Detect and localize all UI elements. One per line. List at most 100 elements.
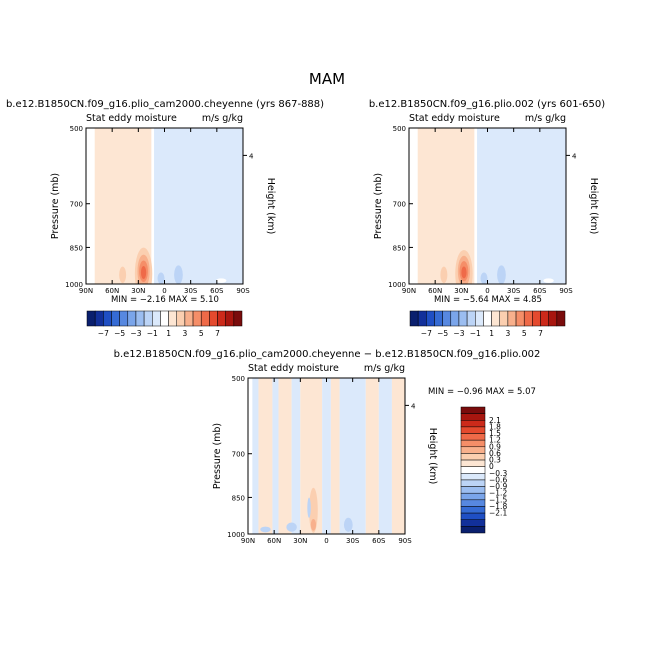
panel-1-stats: MIN = −2.16 MAX = 5.10 — [111, 295, 219, 305]
colorbar-top-2-swatch — [409, 310, 419, 327]
panel-1-contour — [157, 272, 165, 284]
panel-3-ytick-label: 500 — [232, 375, 245, 383]
panel-3-band — [378, 378, 392, 534]
colorbar-top-1-label: 7 — [215, 329, 220, 338]
panel-3-band — [339, 378, 366, 534]
colorbar-top-1-label: −1 — [147, 329, 158, 338]
panel-3-band — [258, 378, 273, 534]
panel-2-ytick-label: 700 — [393, 201, 406, 209]
panel-2-contour — [480, 272, 488, 284]
colorbar-diff-label: −0.9 — [489, 482, 507, 491]
panel-3-band — [291, 378, 301, 534]
panel-1-band — [86, 128, 95, 284]
colorbar-diff-swatch — [460, 473, 486, 481]
panel-1-contour — [140, 265, 147, 279]
colorbar-top-1-swatch — [176, 310, 186, 327]
colorbar-top-1-swatch — [184, 310, 194, 327]
colorbar-top-1-swatch — [209, 310, 218, 327]
panel-3-band — [391, 378, 405, 534]
colorbar-top-2-swatch — [475, 310, 484, 327]
panel-2-ylabel-right: Height (km) — [588, 178, 599, 235]
panel-2-xtick-label: 0 — [485, 287, 489, 295]
colorbar-diff-label: 0.3 — [489, 456, 501, 465]
colorbar-diff-label: −0.3 — [489, 469, 507, 478]
panel-2-band — [409, 128, 418, 284]
colorbar-diff-swatch — [460, 453, 486, 461]
colorbar-top-2-swatch — [458, 310, 468, 327]
panel-2-ytick-label: 500 — [393, 125, 406, 133]
panel-3-stats: MIN = −0.96 MAX = 5.07 — [428, 387, 536, 397]
panel-2-xtick-label: 30S — [507, 287, 521, 295]
colorbar-top-2-swatch — [515, 310, 525, 327]
panel-2-rtick-label: 4 — [572, 152, 577, 160]
panel-3-band — [365, 378, 379, 534]
panel-1-band — [154, 128, 243, 284]
panel-2-band — [474, 128, 478, 284]
panel-3-left-label: Stat eddy moisture — [248, 363, 339, 374]
colorbar-diff-swatch — [460, 420, 486, 428]
colorbar-top-1-swatch — [111, 310, 120, 327]
panel-1: b.e12.B1850CN.f09_g16.plio_cam2000.cheye… — [6, 99, 324, 305]
colorbar-top-1-label: 1 — [166, 329, 171, 338]
colorbar-top-1-swatch — [225, 310, 235, 327]
panel-1-ytick-label: 500 — [70, 125, 83, 133]
colorbar-top-2-swatch — [417, 310, 427, 327]
colorbar-top-1-swatch — [168, 310, 177, 327]
colorbar-top-2-swatch — [499, 310, 509, 327]
colorbar-top-1-swatch — [217, 310, 226, 327]
colorbar-diff-swatch — [460, 413, 486, 421]
panel-2-ylabel: Pressure (mb) — [373, 173, 384, 239]
panel-1-contour — [119, 266, 127, 284]
colorbar-top-2-swatch — [466, 310, 476, 327]
colorbar-top-2-swatch — [442, 310, 452, 327]
panel-3-band — [248, 378, 253, 534]
colorbar-top-2-label: 3 — [506, 329, 511, 338]
panel-2-field — [409, 128, 566, 284]
colorbar-top-2-swatch — [491, 310, 500, 327]
colorbar-diff-label: 0 — [489, 462, 494, 471]
panel-1-field — [86, 128, 243, 284]
panel-2-band — [477, 128, 566, 284]
colorbar-top-2-label: −3 — [453, 329, 464, 338]
colorbar-diff-swatch — [460, 486, 486, 494]
panel-2-xtick-label: 90N — [402, 287, 416, 295]
panel-3-ylabel-right: Height (km) — [427, 428, 438, 485]
panel-1-contour — [174, 265, 183, 284]
colorbar-diff-label: 1.5 — [489, 429, 501, 438]
colorbar-diff-label: 2.1 — [489, 416, 501, 425]
panel-1-xtick-label: 30N — [131, 287, 145, 295]
panel-1-ytick-label: 1000 — [65, 281, 83, 289]
panel-3-plot: 90N 60N 30N 0 30S 60S 90S 500 700 850 1000 4 — [227, 375, 416, 545]
panel-2-right-label: m/s g/kg — [525, 113, 566, 124]
panel-1-xtick-label: 90N — [79, 287, 93, 295]
colorbar-diff-swatch — [460, 433, 486, 441]
panel-3-xtick-label: 30N — [293, 537, 307, 545]
colorbar-top-2: −7 −5 −3 −1 1 3 5 7 — [409, 310, 566, 338]
panel-2-title: b.e12.B1850CN.f09_g16.plio.002 (yrs 601-… — [369, 99, 605, 110]
panel-2-left-label: Stat eddy moisture — [409, 113, 500, 124]
panel-3-xtick-label: 90S — [398, 537, 412, 545]
panel-3-field — [248, 378, 405, 534]
panel-2-xtick-label: 60S — [533, 287, 547, 295]
colorbar-top-1-swatch — [160, 310, 169, 327]
panel-1-band — [151, 128, 155, 284]
colorbar-diff-label: 0.6 — [489, 449, 501, 458]
colorbar-top-2-swatch — [556, 310, 566, 327]
colorbar-diff-label: −1.2 — [489, 489, 507, 498]
panel-1-xtick-label: 30S — [184, 287, 198, 295]
panel-3-contour — [286, 522, 297, 532]
colorbar-top-1-swatch — [200, 310, 210, 327]
panel-3-xtick-label: 60N — [267, 537, 281, 545]
colorbar-top-1-swatch — [127, 310, 137, 327]
colorbar-diff: 2.11.81.51.20.90.60.30−0.3−0.6−0.9−1.2−1… — [460, 406, 507, 534]
panel-3-band — [330, 378, 340, 534]
panel-3-contour — [260, 526, 271, 533]
colorbar-top-1-label: 3 — [183, 329, 188, 338]
panel-3-band — [278, 378, 292, 534]
panel-1-xtick-label: 60S — [210, 287, 224, 295]
colorbar-diff-swatch — [460, 526, 486, 534]
panel-3-ytick-label: 1000 — [227, 531, 245, 539]
panel-3-title: b.e12.B1850CN.f09_g16.plio_cam2000.cheye… — [114, 349, 541, 360]
panel-2-xtick-label: 30N — [454, 287, 468, 295]
